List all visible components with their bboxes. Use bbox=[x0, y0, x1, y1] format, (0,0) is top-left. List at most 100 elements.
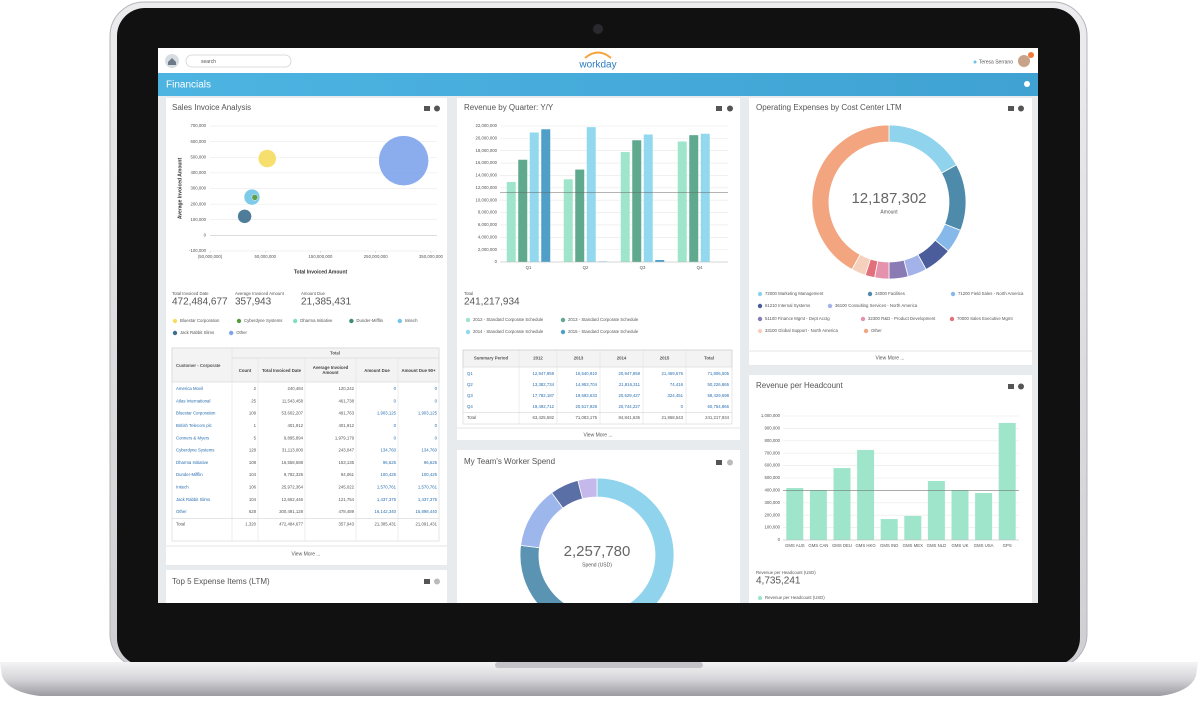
cell: 20,744,227 bbox=[618, 404, 640, 409]
legend-label: 33100 Global Support - North America bbox=[765, 328, 838, 333]
y-tick-label: -100,000 bbox=[189, 248, 207, 253]
x-tick-label: Q1 bbox=[526, 265, 532, 270]
x-tick-label: (50,000,000) bbox=[198, 254, 223, 259]
bar bbox=[677, 141, 687, 262]
panel-title: My Team's Worker Spend bbox=[464, 457, 555, 466]
x-tick-label: GPS bbox=[1003, 543, 1012, 548]
cell: 0 bbox=[394, 386, 397, 391]
cell: 20,517,928 bbox=[575, 404, 597, 409]
cell: 16,540,910 bbox=[575, 371, 597, 376]
cell: 121,754 bbox=[338, 497, 354, 502]
gear[interactable] bbox=[1018, 383, 1024, 390]
cell: 100,425 bbox=[421, 472, 437, 477]
legend-label: Dharma Initiative bbox=[300, 318, 333, 323]
kpi-value: 4,735,241 bbox=[756, 576, 801, 587]
cell: 240,484 bbox=[287, 386, 303, 391]
logo-arc bbox=[584, 51, 612, 59]
search-box[interactable] bbox=[185, 54, 292, 68]
column-header-box: Count bbox=[238, 367, 252, 373]
panel bbox=[457, 450, 740, 603]
cell: 300,491,128 bbox=[279, 509, 304, 514]
cell: 104 bbox=[249, 497, 257, 502]
donut-segment bbox=[577, 477, 598, 500]
cell: 11,543,458 bbox=[282, 398, 304, 403]
y-tick-label: 700,000 bbox=[190, 123, 206, 128]
x-tick-label: GMS MEX bbox=[903, 543, 923, 548]
gear[interactable] bbox=[1018, 105, 1024, 112]
cell: 461,738 bbox=[338, 398, 354, 403]
bar bbox=[529, 132, 539, 262]
bar bbox=[998, 422, 1016, 540]
row-label: Q2 bbox=[467, 382, 473, 387]
chart-toggle[interactable] bbox=[424, 579, 430, 584]
cell: 20,947,859 bbox=[618, 371, 640, 376]
legend-swatch bbox=[950, 291, 956, 297]
cell: 134,760 bbox=[380, 448, 396, 453]
row-label: Q1 bbox=[467, 371, 473, 376]
legend-label: Bluestar Corporation bbox=[180, 318, 220, 323]
column-header: Count bbox=[238, 367, 252, 373]
donut-center-label: Spend (USD) bbox=[582, 562, 612, 568]
gear[interactable] bbox=[434, 578, 440, 585]
panel-title: Revenue per Headcount bbox=[756, 381, 844, 390]
chart-toggle[interactable] bbox=[1008, 384, 1014, 389]
cell: 128 bbox=[249, 448, 257, 453]
panel-title: Top 5 Expense Items (LTM) bbox=[172, 577, 270, 586]
chart-toggle[interactable] bbox=[1008, 106, 1014, 111]
legend-label: 71200 Field Sales - North America bbox=[958, 291, 1024, 296]
x-tick-label: 250,000,000 bbox=[364, 254, 389, 259]
bar bbox=[786, 488, 804, 540]
gear[interactable] bbox=[727, 105, 733, 112]
legend-swatch bbox=[293, 318, 298, 324]
x-axis-label: Total Invoiced Amount bbox=[294, 269, 348, 275]
cell: 628 bbox=[249, 509, 257, 514]
view-more[interactable]: View More ... bbox=[875, 355, 904, 361]
legend-label: 72000 Marketing Management bbox=[765, 291, 824, 296]
kpi-value: 241,217,934 bbox=[464, 297, 520, 308]
user-name[interactable]: Teresa Serrano bbox=[979, 59, 1013, 65]
chart-toggle[interactable] bbox=[716, 460, 722, 465]
column-header: 2014 bbox=[617, 356, 627, 361]
view-more[interactable]: View More ... bbox=[583, 432, 612, 438]
cell: 9,782,325 bbox=[284, 472, 304, 477]
kpi-value: 472,484,677 bbox=[172, 297, 228, 308]
panel-title: Revenue by Quarter: Y/Y bbox=[464, 103, 554, 112]
y-tick-label: 700,000 bbox=[764, 450, 780, 455]
cell: 0 bbox=[681, 404, 684, 409]
cell: 108 bbox=[249, 460, 257, 465]
x-tick-label: Q2 bbox=[583, 265, 589, 270]
cell: 53,602,207 bbox=[281, 411, 303, 416]
legend-label: 2014 - Standard Corporate Schedule bbox=[473, 329, 544, 334]
legend-label: Dunder-Mifflin bbox=[356, 318, 383, 323]
legend-swatch bbox=[757, 291, 763, 297]
view-more[interactable]: View More ... bbox=[291, 551, 320, 557]
base-notch bbox=[495, 662, 703, 668]
column-header: Total Invoiced Date bbox=[261, 367, 302, 373]
y-tick-label: 300,000 bbox=[764, 500, 780, 505]
legend-swatch bbox=[465, 329, 471, 335]
cell: 16,142,340 bbox=[374, 509, 396, 514]
settings-icon[interactable] bbox=[1024, 81, 1030, 87]
row-label: British Telecom plc bbox=[176, 423, 213, 428]
gear[interactable] bbox=[727, 459, 733, 466]
notification-badge[interactable] bbox=[1028, 52, 1034, 58]
x-tick-label: 350,000,000 bbox=[419, 254, 444, 259]
avatar[interactable] bbox=[1018, 55, 1030, 67]
y-tick-label: 500,000 bbox=[190, 154, 206, 159]
y-tick-label: 12,000,000 bbox=[475, 185, 497, 190]
gear[interactable] bbox=[434, 105, 440, 112]
legend-label: Cyberdyne Systems bbox=[244, 318, 282, 323]
row-label: America Movil bbox=[176, 386, 203, 391]
cell: 472,484,677 bbox=[279, 521, 304, 526]
row-label: Conners & Myers bbox=[176, 435, 209, 440]
chart-toggle[interactable] bbox=[716, 106, 722, 111]
legend-label: 32300 R&D - Product Development bbox=[868, 316, 936, 321]
bar bbox=[927, 480, 945, 540]
chart-toggle[interactable] bbox=[424, 106, 430, 111]
bar bbox=[689, 135, 699, 262]
column-header-box: Average Invoiced Amount bbox=[313, 365, 348, 375]
legend-label: 61210 Internal Systems bbox=[765, 303, 810, 308]
cell: 94,061 bbox=[341, 472, 355, 477]
x-tick-label: GMS NLD bbox=[927, 543, 947, 548]
